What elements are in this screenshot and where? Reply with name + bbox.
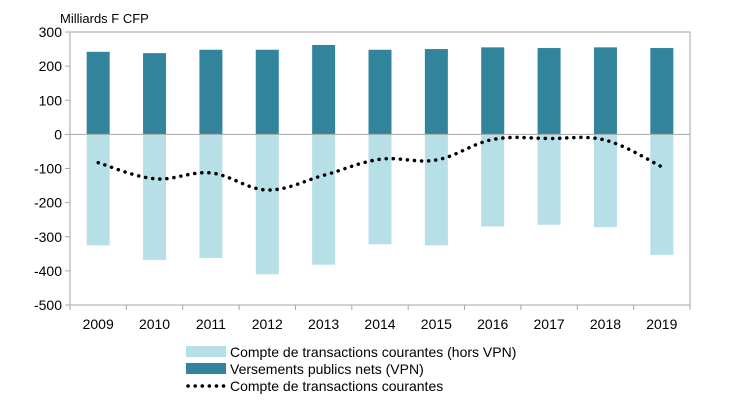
x-tick-label: 2014: [364, 316, 395, 332]
y-tick-label: 0: [54, 126, 62, 142]
legend: Compte de transactions courantes (hors V…: [186, 344, 516, 394]
y-tick-label: 100: [39, 92, 63, 108]
bar-hors-vpn: [86, 134, 110, 246]
legend-label: Versements publics nets (VPN): [230, 361, 424, 377]
bar-vpn: [593, 47, 617, 135]
bar-vpn: [255, 49, 279, 135]
bar-vpn: [312, 44, 336, 135]
y-tick-label: -200: [34, 195, 62, 211]
unit-label: Milliards F CFP: [60, 11, 149, 26]
bar-hors-vpn: [481, 134, 505, 227]
x-tick-label: 2011: [196, 316, 226, 332]
bar-hors-vpn: [312, 134, 336, 265]
bar-vpn: [368, 49, 392, 135]
y-tick-label: 300: [39, 24, 63, 40]
bar-vpn: [199, 49, 223, 135]
x-axis: 2009 2010 2011 2012 2013 2014 2015 2016 2017 2018…: [69, 305, 691, 332]
bar-vpn: [481, 47, 505, 135]
line-compte-transactions: [96, 135, 664, 192]
x-tick-label: 2013: [308, 316, 339, 332]
x-tick-label: 2015: [421, 316, 452, 332]
bar-vpn: [424, 49, 448, 135]
y-tick-label: -100: [34, 161, 62, 177]
y-tick-label: -400: [34, 263, 62, 279]
bar-hors-vpn: [368, 134, 392, 245]
y-tick-label: -300: [34, 229, 62, 245]
x-tick-label: 2017: [534, 316, 565, 332]
bar-hors-vpn: [143, 134, 167, 260]
x-tick-label: 2012: [252, 316, 283, 332]
bar-vpn: [143, 53, 167, 135]
x-tick-label: 2016: [477, 316, 508, 332]
bar-hors-vpn: [255, 134, 279, 275]
bar-vpn: [537, 48, 561, 135]
y-axis: 300 200 100 0 -100 -200 -300 -400 -500: [34, 24, 70, 313]
x-tick-label: 2019: [646, 316, 677, 332]
bar-vpn: [86, 51, 110, 135]
bar-vpn: [650, 48, 674, 135]
legend-swatch: [186, 346, 226, 357]
bar-hors-vpn: [199, 134, 223, 258]
line-series: [96, 135, 664, 192]
bar-hors-vpn: [424, 134, 448, 246]
bars: [70, 44, 690, 275]
bar-hors-vpn: [593, 134, 617, 228]
bar-hors-vpn: [537, 134, 561, 225]
x-tick-label: 2018: [590, 316, 621, 332]
legend-label: Compte de transactions courantes (hors V…: [230, 344, 516, 360]
bar-hors-vpn: [650, 134, 674, 255]
y-tick-label: 200: [39, 58, 63, 74]
legend-swatch: [186, 363, 226, 374]
x-tick-label: 2009: [83, 316, 114, 332]
x-tick-label: 2010: [139, 316, 170, 332]
legend-label: Compte de transactions courantes: [230, 378, 443, 394]
y-tick-label: -500: [34, 297, 62, 313]
